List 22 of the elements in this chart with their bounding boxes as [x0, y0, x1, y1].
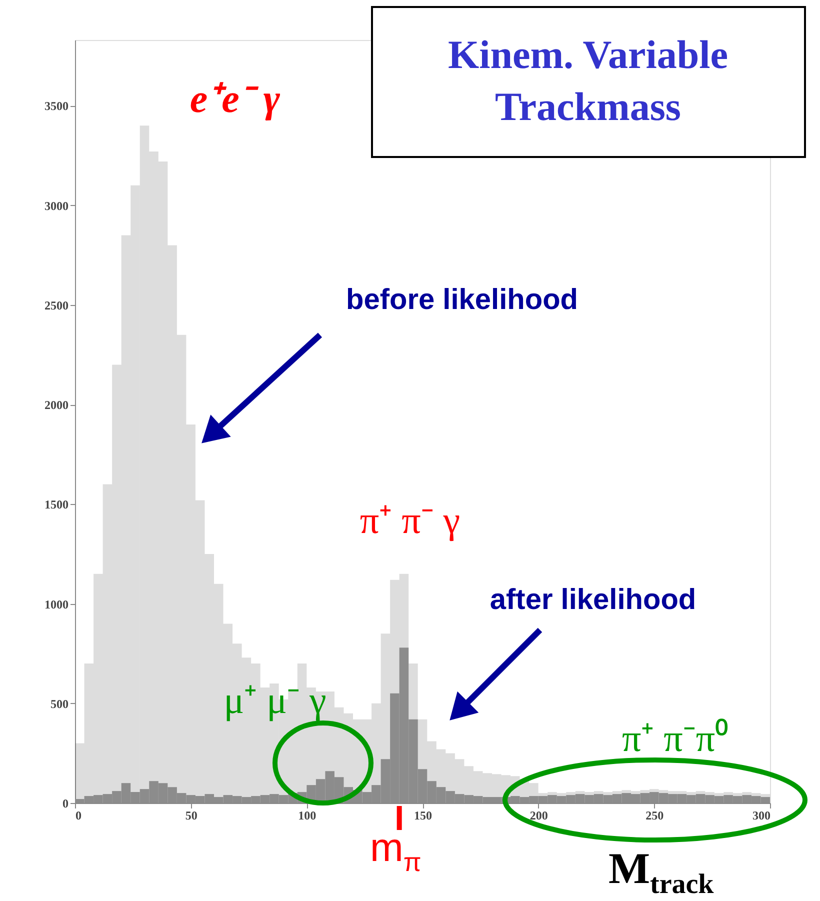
annotation: π⁺ π⁻π⁰: [622, 718, 728, 760]
x-tick-label: 150: [414, 808, 432, 822]
annotation: e⁺e⁻ γ: [190, 76, 280, 121]
x-tick-label: 100: [298, 808, 316, 822]
y-tick-label: 1000: [44, 597, 68, 612]
annotation: after likelihood: [490, 584, 696, 616]
annotation: before likelihood: [346, 284, 578, 316]
y-tick-label: 0: [62, 796, 68, 810]
chart-title: Kinem. Variable Trackmass: [448, 32, 728, 129]
x-tick-label: 200: [530, 808, 548, 822]
x-tick-label: 250: [646, 808, 664, 822]
y-tick-label: 2500: [44, 298, 68, 312]
y-tick-label: 3000: [44, 198, 68, 213]
y-tick-label: 1500: [44, 498, 68, 512]
y-tick-label: 3500: [44, 99, 68, 114]
y-tick-label: 2000: [44, 398, 68, 412]
x-tick-label: 50: [185, 808, 198, 822]
x-tick-label: 300: [752, 808, 770, 822]
y-tick-label: 500: [50, 696, 68, 711]
annotation: π⁺ π⁻ γ: [360, 500, 460, 542]
annotation: μ⁺ μ⁻ γ: [224, 680, 326, 722]
x-tick-label: 0: [76, 808, 82, 822]
